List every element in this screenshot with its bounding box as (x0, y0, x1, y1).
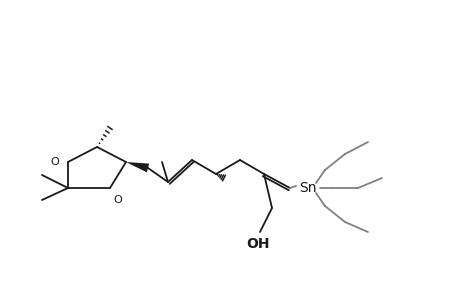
Text: O: O (50, 157, 59, 167)
Text: Sn: Sn (299, 181, 316, 195)
Polygon shape (126, 162, 149, 172)
Text: O: O (113, 195, 122, 205)
Text: OH: OH (246, 237, 269, 251)
